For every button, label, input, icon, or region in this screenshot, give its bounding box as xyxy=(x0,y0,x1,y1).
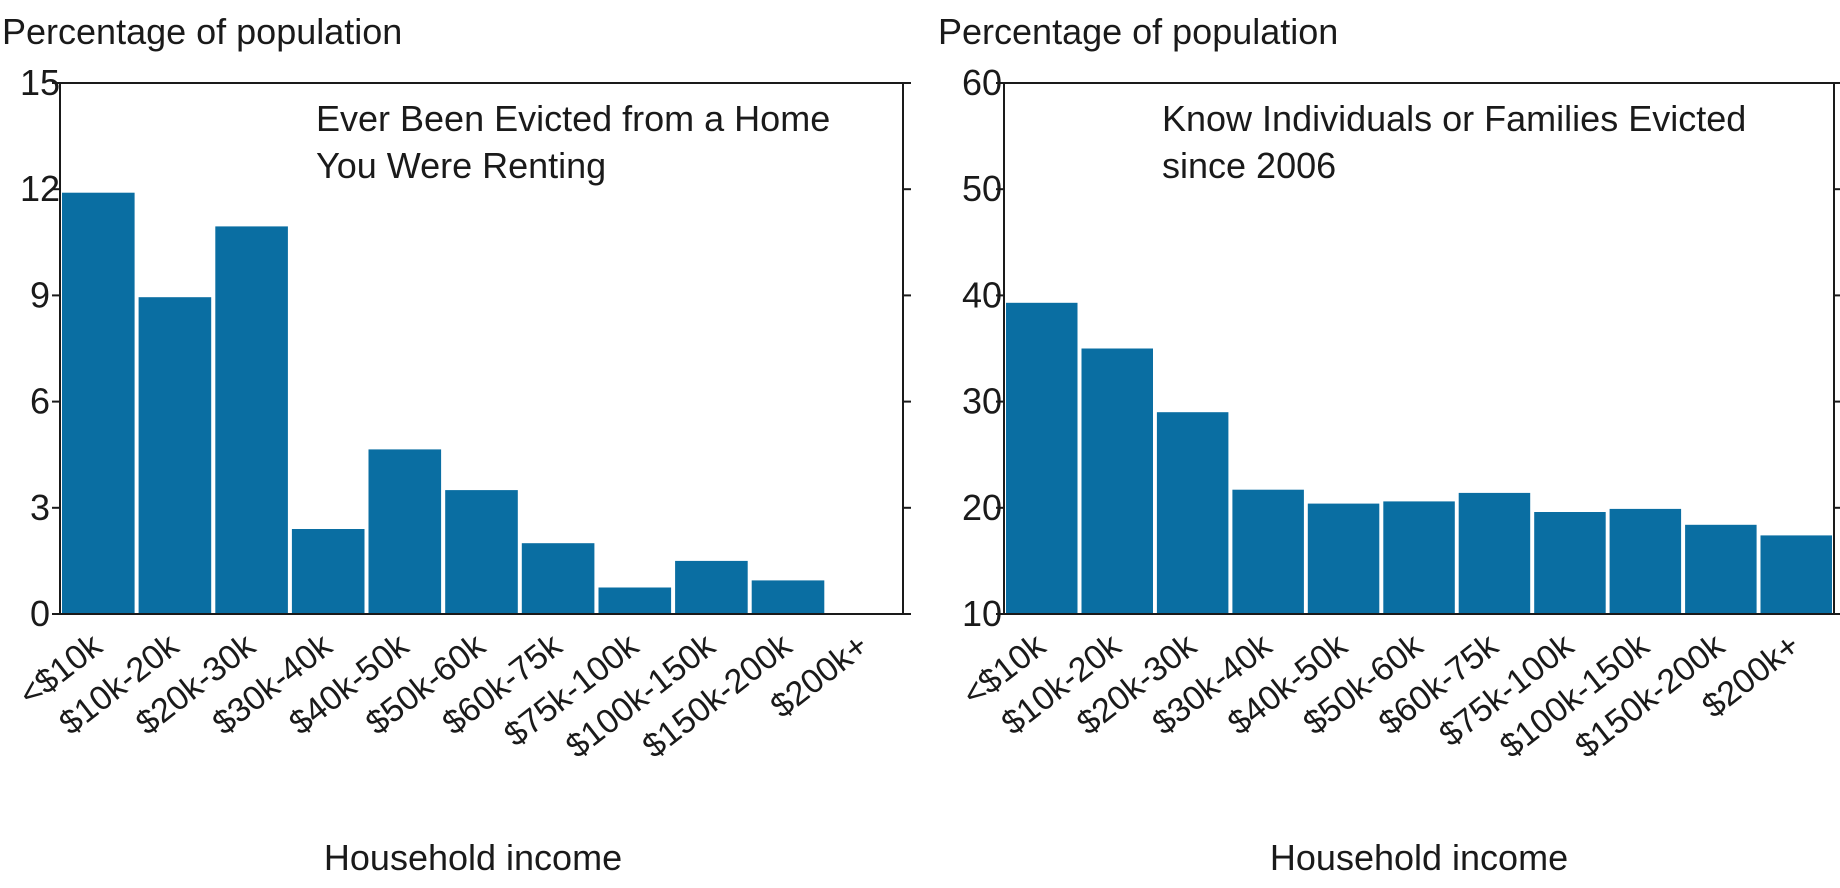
left-y-tick-label: 3 xyxy=(30,487,50,528)
left-bar-60k-75k xyxy=(521,543,595,614)
right-y-axis-title: Percentage of population xyxy=(938,11,1338,52)
right-bar-100k-150k xyxy=(1609,508,1682,614)
right-bar-20k-30k xyxy=(1156,412,1229,614)
right-chart-panel: Percentage of population102030405060<$10… xyxy=(938,11,1840,878)
right-bar-10k xyxy=(1006,302,1078,614)
right-chart-title-line-1: Know Individuals or Families Evicted xyxy=(1162,98,1746,139)
left-bar-40k-50k xyxy=(368,449,442,614)
right-bar-10k-20k xyxy=(1081,348,1153,614)
right-y-tick-label: 60 xyxy=(962,62,1002,103)
right-y-tick-label: 20 xyxy=(962,487,1002,528)
left-y-axis-title: Percentage of population xyxy=(2,11,402,52)
left-y-tick-label: 0 xyxy=(30,593,50,634)
left-bar-10k xyxy=(62,192,135,614)
right-y-tick-label: 40 xyxy=(962,274,1002,315)
left-bar-20k-30k xyxy=(215,226,288,614)
right-bar-30k-40k xyxy=(1232,489,1304,614)
right-bar-60k-75k xyxy=(1458,492,1531,614)
right-bar-150k-200k xyxy=(1685,524,1757,614)
left-y-tick-label: 12 xyxy=(20,168,60,209)
left-y-tick-label: 6 xyxy=(30,381,50,422)
left-bar-100k-150k xyxy=(675,560,748,614)
left-chart-title-line-2: You Were Renting xyxy=(316,145,606,186)
left-chart-panel: Percentage of population03691215<$10k$10… xyxy=(2,11,911,878)
left-bar-150k-200k xyxy=(751,580,825,614)
right-bar-40k-50k xyxy=(1307,503,1380,614)
right-plot-frame xyxy=(1003,82,1835,615)
left-bar-10k-20k xyxy=(138,297,212,614)
left-bar-75k-100k xyxy=(598,587,672,614)
left-bar-30k-40k xyxy=(291,529,365,614)
left-y-tick-label: 9 xyxy=(30,274,50,315)
left-y-tick-label: 15 xyxy=(20,62,60,103)
right-y-tick-label: 10 xyxy=(962,593,1002,634)
right-y-tick-label: 50 xyxy=(962,168,1002,209)
left-x-axis-title: Household income xyxy=(324,837,622,878)
right-y-tick-label: 30 xyxy=(962,381,1002,422)
left-plot-frame xyxy=(59,82,904,615)
right-bar-50k-60k xyxy=(1383,501,1455,614)
left-chart-title-line-1: Ever Been Evicted from a Home xyxy=(316,98,830,139)
right-bar-200k xyxy=(1760,535,1832,614)
left-bar-50k-60k xyxy=(445,490,518,614)
right-x-axis-title: Household income xyxy=(1270,837,1568,878)
right-chart-title-line-2: since 2006 xyxy=(1162,145,1336,186)
right-bar-75k-100k xyxy=(1534,512,1606,614)
